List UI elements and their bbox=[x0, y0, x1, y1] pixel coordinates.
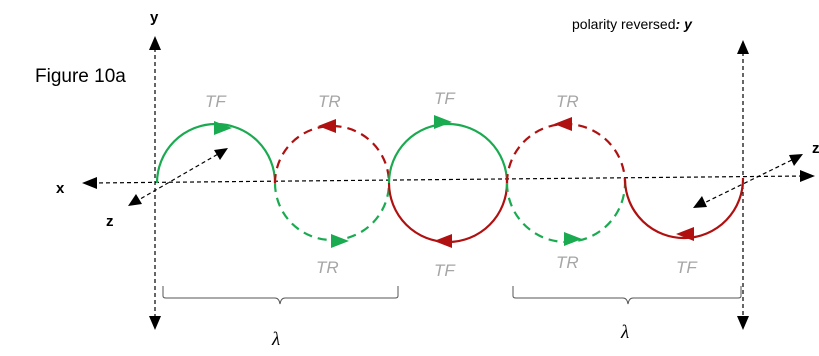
wavelength-label-right: λ bbox=[620, 322, 629, 343]
loop-4-bottom-forward bbox=[623, 177, 745, 240]
loop-1-bottom-arrowhead bbox=[331, 234, 349, 248]
left-y-axis-up-arrowhead bbox=[149, 36, 161, 50]
loop-2-bottom-forward bbox=[387, 182, 509, 244]
x-axis-label: x bbox=[56, 180, 65, 197]
bottom-label-4: TF bbox=[676, 258, 698, 277]
loop-1-top-arrowhead bbox=[214, 121, 232, 135]
z-axis-right-arrowhead bbox=[800, 170, 815, 182]
bottom-label-2: TF bbox=[434, 261, 456, 280]
right-z-label: z bbox=[812, 140, 819, 157]
x-axis-left-arrowhead bbox=[82, 177, 97, 189]
top-label-2: TR bbox=[318, 92, 341, 111]
loop-2-bottom-arrowhead bbox=[434, 234, 452, 248]
direction-labels: TF TR TF TR TR TF TR TF bbox=[205, 89, 698, 280]
left-z-label: z bbox=[106, 213, 114, 230]
loop-4-top-arrowhead bbox=[554, 117, 572, 131]
wave-loops bbox=[155, 115, 745, 248]
top-label-4: TR bbox=[556, 92, 579, 111]
right-z-axis bbox=[693, 154, 803, 208]
loop-1-bottom-reverse bbox=[273, 182, 391, 242]
top-label-1: TF bbox=[205, 92, 227, 111]
right-y-axis-down-arrowhead bbox=[737, 316, 749, 330]
loop-3-top-arrowhead bbox=[434, 115, 452, 129]
bottom-label-3: TR bbox=[556, 253, 579, 272]
loop-3-top-forward bbox=[387, 122, 509, 184]
wavelength-label-left: λ bbox=[271, 329, 280, 350]
left-y-label: y bbox=[150, 9, 159, 26]
loop-4-bottom-arrowhead bbox=[676, 227, 694, 241]
top-label-3: TF bbox=[434, 89, 456, 108]
right-z-axis-up-arrowhead bbox=[789, 154, 803, 166]
left-z-axis-up-arrowhead bbox=[214, 148, 228, 160]
loop-2-top-arrowhead bbox=[318, 119, 336, 133]
left-z-axis-down-arrowhead bbox=[128, 194, 142, 206]
loop-2-top-reverse bbox=[273, 124, 391, 184]
wavelength-brace-left bbox=[162, 286, 399, 305]
loop-3-bottom-arrowhead bbox=[564, 232, 582, 246]
left-y-axis bbox=[149, 36, 161, 330]
right-z-axis-down-arrowhead bbox=[693, 196, 707, 208]
left-z-axis bbox=[128, 148, 228, 206]
bottom-label-1: TR bbox=[316, 258, 339, 277]
loop-4-top-reverse bbox=[505, 122, 627, 184]
figure-label: Figure 10a bbox=[35, 66, 126, 87]
wavelength-brace-right bbox=[512, 286, 742, 305]
left-y-axis-down-arrowhead bbox=[149, 316, 161, 330]
horizontal-axis bbox=[82, 170, 815, 189]
right-y-axis-up-arrowhead bbox=[737, 40, 749, 54]
polarity-reversed-label: polarity reversed: y bbox=[572, 16, 693, 32]
